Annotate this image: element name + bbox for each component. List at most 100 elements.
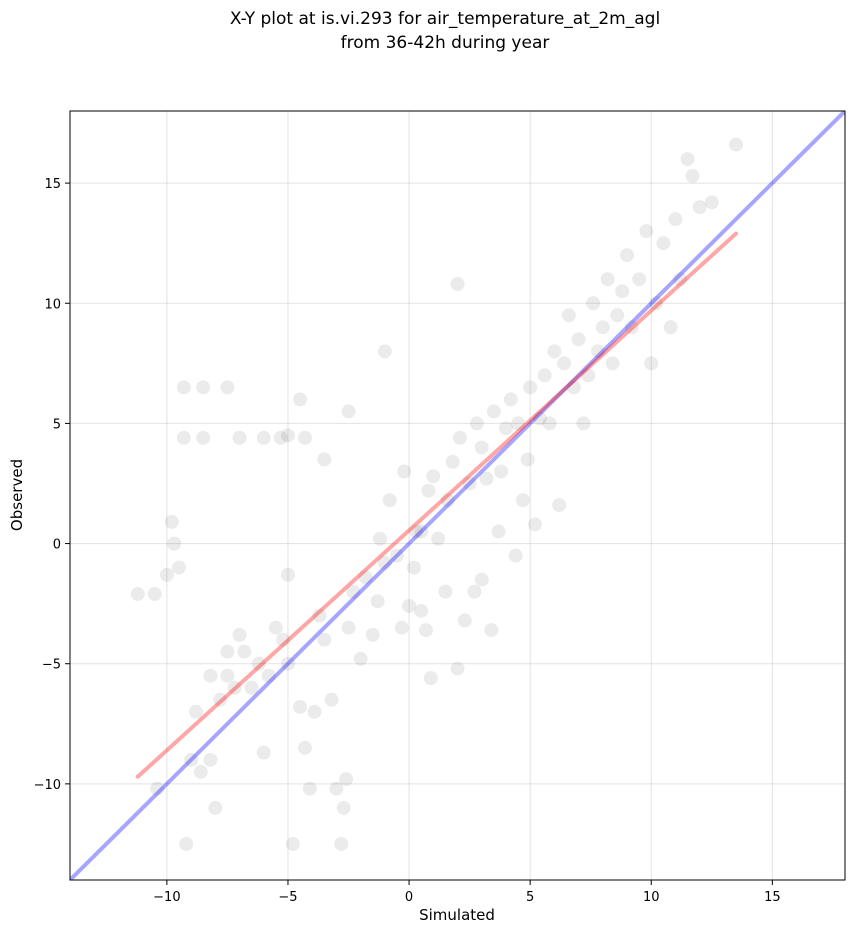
data-point: [208, 800, 223, 815]
data-point: [406, 560, 421, 575]
data-point: [663, 320, 678, 335]
data-point: [704, 195, 719, 210]
data-point: [324, 692, 339, 707]
data-point: [498, 421, 513, 436]
data-point: [256, 430, 271, 445]
data-point: [280, 656, 295, 671]
data-point: [503, 392, 518, 407]
x-tick-label: 0: [405, 890, 413, 905]
data-point: [150, 781, 165, 796]
data-point: [520, 452, 535, 467]
data-point: [561, 308, 576, 323]
data-point: [317, 452, 332, 467]
data-point: [184, 752, 199, 767]
data-point: [491, 524, 506, 539]
y-tick-label: 5: [53, 417, 61, 432]
data-point: [297, 740, 312, 755]
reference-lines: [70, 111, 845, 880]
data-point: [685, 168, 700, 183]
data-point: [188, 704, 203, 719]
one-to-one-line: [70, 111, 845, 880]
data-point: [484, 623, 499, 638]
data-point: [600, 272, 615, 287]
y-tick-label: −5: [42, 658, 61, 673]
data-point: [220, 644, 235, 659]
data-point: [167, 536, 182, 551]
data-point: [692, 200, 707, 215]
data-point: [537, 368, 552, 383]
data-point: [203, 668, 218, 683]
y-tick-label: 10: [44, 297, 61, 312]
data-point: [523, 380, 538, 395]
data-point: [450, 661, 465, 676]
grid: [70, 111, 845, 880]
data-point: [421, 483, 436, 498]
data-point: [358, 570, 373, 585]
x-tick-label: 15: [764, 890, 781, 905]
data-point: [130, 587, 145, 602]
data-point: [341, 404, 356, 419]
data-point: [373, 531, 387, 546]
data-point: [440, 493, 455, 508]
data-point: [462, 476, 477, 491]
x-axis-ticks: −10 −5 0 5 10 15: [153, 880, 781, 905]
data-point: [159, 567, 174, 582]
data-point: [419, 623, 434, 638]
data-point: [397, 464, 412, 479]
data-point: [450, 277, 465, 292]
data-point: [147, 587, 162, 602]
data-point: [251, 656, 266, 671]
data-point: [164, 514, 179, 529]
data-point: [353, 651, 368, 666]
data-point: [280, 567, 295, 582]
data-point: [297, 430, 312, 445]
data-point: [203, 752, 218, 767]
data-point: [457, 613, 472, 628]
data-point: [312, 608, 327, 623]
data-point: [402, 599, 417, 614]
data-point: [336, 800, 351, 815]
data-point: [196, 430, 211, 445]
data-point: [285, 836, 300, 851]
data-point: [639, 224, 654, 239]
data-point: [193, 764, 208, 779]
data-point: [423, 671, 438, 686]
y-axis-ticks: −10 −5 0 5 10 15: [34, 177, 70, 793]
data-point: [244, 680, 259, 695]
data-point: [590, 344, 605, 359]
data-point: [438, 584, 453, 599]
data-point: [508, 548, 523, 563]
y-tick-label: 15: [44, 177, 61, 192]
data-point: [232, 627, 247, 642]
data-point: [515, 493, 530, 508]
data-point: [256, 745, 271, 760]
data-point: [409, 524, 424, 539]
data-point: [273, 430, 288, 445]
data-point: [586, 296, 601, 311]
data-point: [528, 517, 542, 532]
data-point: [176, 380, 191, 395]
data-point: [232, 430, 247, 445]
data-point: [339, 772, 354, 787]
data-point: [632, 272, 647, 287]
data-point: [571, 332, 586, 347]
y-tick-label: 0: [53, 538, 61, 553]
data-point: [445, 454, 460, 469]
data-point: [276, 632, 291, 647]
data-point: [414, 524, 429, 539]
data-point: [469, 416, 484, 431]
chart-subtitle: from 36-42h during year: [341, 33, 550, 53]
data-point: [474, 572, 489, 587]
y-axis-label: Observed: [8, 459, 26, 531]
x-axis-label: Simulated: [419, 906, 495, 924]
data-point: [370, 594, 385, 609]
x-tick-label: −5: [278, 890, 297, 905]
data-point: [346, 584, 361, 599]
data-point: [317, 632, 332, 647]
data-point: [566, 380, 581, 395]
data-point: [365, 627, 380, 642]
data-point: [426, 469, 441, 484]
data-point: [171, 560, 186, 575]
data-point: [377, 555, 392, 570]
